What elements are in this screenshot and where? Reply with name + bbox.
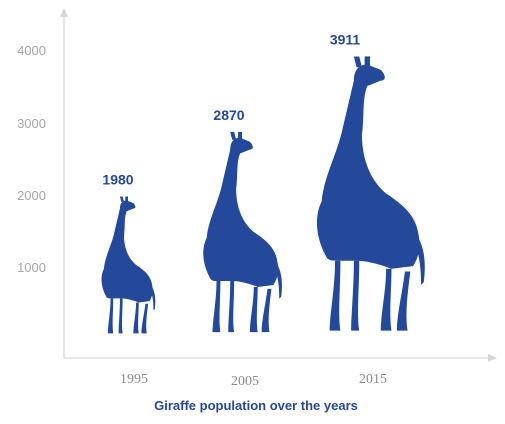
giraffe-icon [203,131,282,333]
value-label: 3911 [330,32,361,48]
y-axis-arrow [60,8,68,17]
y-tick-label: 1000 [17,260,46,275]
x-tick-label: 2005 [231,374,259,389]
chart-title: Giraffe population over the years [154,398,358,413]
x-tick-label: 2015 [359,372,387,387]
y-tick-label: 3000 [17,116,46,131]
giraffe-marks [101,56,425,334]
y-tick-label: 2000 [17,188,46,203]
x-tick-label: 1995 [120,372,148,387]
giraffe-icon [316,56,425,331]
value-label: 1980 [102,172,133,188]
x-axis-arrow [488,354,497,362]
value-label: 2870 [213,107,244,123]
y-tick-label: 4000 [17,43,46,58]
giraffe-icon [101,196,156,334]
